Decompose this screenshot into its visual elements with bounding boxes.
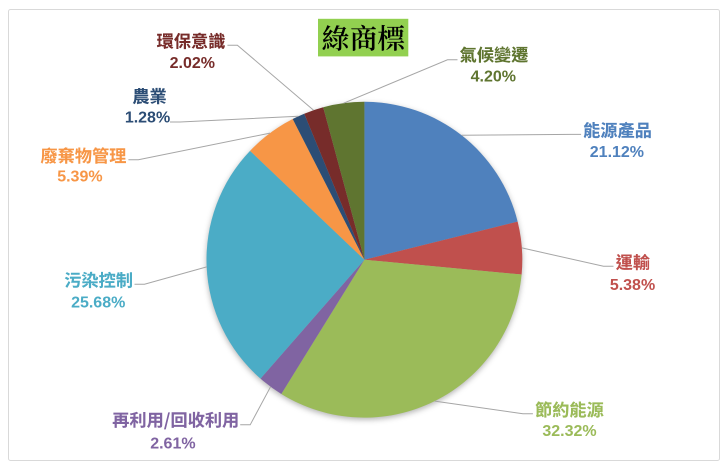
svg-text:2.61%: 2.61% (150, 435, 195, 452)
svg-text:2.02%: 2.02% (170, 55, 215, 72)
svg-text:1.28%: 1.28% (125, 110, 170, 127)
svg-text:5.38%: 5.38% (610, 277, 655, 294)
svg-text:32.32%: 32.32% (542, 423, 596, 440)
svg-text:21.12%: 21.12% (590, 144, 644, 161)
svg-text:25.68%: 25.68% (71, 295, 125, 312)
svg-text:4.20%: 4.20% (471, 68, 516, 85)
svg-text:5.39%: 5.39% (57, 168, 102, 185)
